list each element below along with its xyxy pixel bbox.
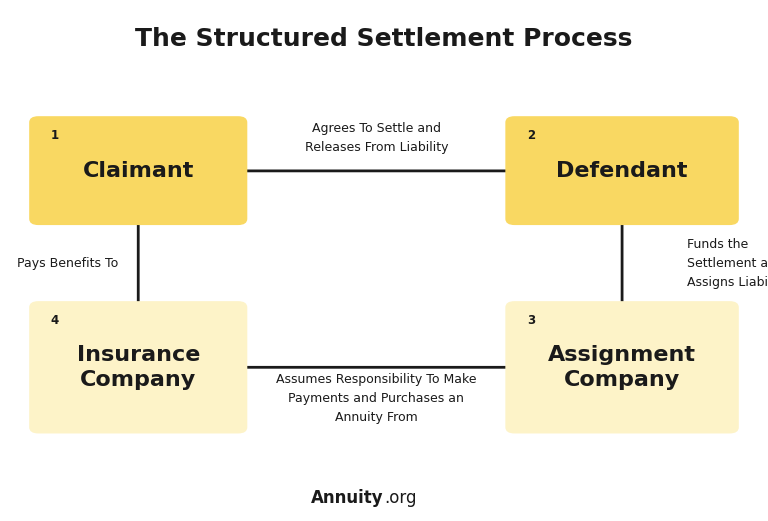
Text: 4: 4	[51, 314, 59, 327]
Text: Claimant: Claimant	[82, 160, 194, 181]
Text: Funds the
Settlement and
Assigns Liability To: Funds the Settlement and Assigns Liabili…	[687, 238, 768, 289]
Text: Agrees To Settle and
Releases From Liability: Agrees To Settle and Releases From Liabi…	[305, 122, 448, 154]
FancyBboxPatch shape	[29, 301, 247, 433]
Text: 3: 3	[527, 314, 535, 327]
Text: 2: 2	[527, 129, 535, 142]
FancyBboxPatch shape	[505, 116, 739, 225]
FancyBboxPatch shape	[29, 116, 247, 225]
Text: Annuity: Annuity	[311, 489, 384, 506]
Text: The Structured Settlement Process: The Structured Settlement Process	[135, 27, 633, 51]
Text: Assignment
Company: Assignment Company	[548, 345, 696, 390]
Text: .org: .org	[384, 489, 416, 506]
Text: Assumes Responsibility To Make
Payments and Purchases an
Annuity From: Assumes Responsibility To Make Payments …	[276, 373, 477, 424]
FancyBboxPatch shape	[505, 301, 739, 433]
Text: Defendant: Defendant	[556, 160, 688, 181]
Text: Pays Benefits To: Pays Benefits To	[17, 257, 118, 269]
Text: 1: 1	[51, 129, 59, 142]
Text: Insurance
Company: Insurance Company	[77, 345, 200, 390]
